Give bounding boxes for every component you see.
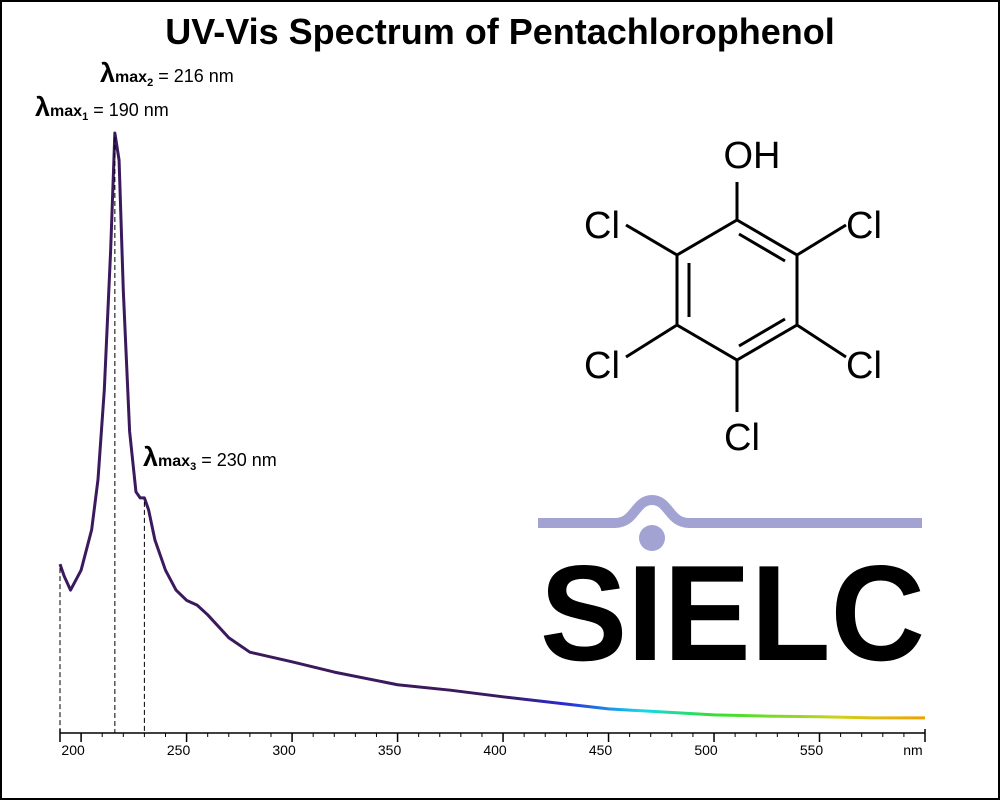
x-tick-label: 250	[167, 742, 191, 758]
structure	[625, 182, 847, 412]
lambda-sub: max	[50, 103, 82, 120]
bond	[796, 323, 847, 359]
double-bond	[738, 232, 786, 263]
bond	[625, 223, 678, 257]
atom-label: Cl	[846, 205, 882, 247]
peak-label: λmax3 = 230 nm	[143, 442, 277, 473]
x-tick-label: 550	[800, 742, 824, 758]
peak-value: = 190 nm	[88, 100, 169, 120]
peak-label: λmax2 = 216 nm	[100, 58, 234, 89]
logo-dot	[639, 525, 665, 551]
x-axis-label: nm	[903, 742, 922, 758]
lambda: λ	[35, 92, 50, 122]
peak-label: λmax1 = 190 nm	[35, 92, 169, 123]
x-tick-label: 350	[378, 742, 402, 758]
atom-label: Cl	[584, 205, 620, 247]
x-tick-label: 400	[483, 742, 507, 758]
bond	[625, 323, 678, 359]
chart-title: UV-Vis Spectrum of Pentachlorophenol	[165, 11, 834, 52]
double-bond	[738, 317, 786, 348]
x-tick-label: 500	[694, 742, 718, 758]
logo-band	[538, 494, 922, 528]
bond	[796, 223, 847, 257]
lambda-index: 1	[82, 111, 88, 123]
x-tick-label: 450	[589, 742, 613, 758]
logo-text: SIELC	[540, 537, 925, 689]
structure-labels: OH Cl Cl Cl Cl Cl	[584, 135, 882, 459]
atom-label: Cl	[724, 417, 760, 459]
lambda-index: 3	[190, 461, 196, 473]
lambda-sub: max	[115, 69, 147, 86]
logo: SIELC	[538, 494, 925, 689]
lambda: λ	[143, 442, 158, 472]
lambda-sub: max	[158, 453, 190, 470]
lambda: λ	[100, 58, 115, 88]
atom-label: Cl	[584, 345, 620, 387]
spectrum-line	[58, 131, 925, 720]
atom-label: Cl	[846, 345, 882, 387]
peak-value: = 216 nm	[153, 66, 234, 86]
x-tick-label: 200	[61, 742, 85, 758]
x-tick-label: 300	[272, 742, 296, 758]
lambda-index: 2	[147, 77, 153, 89]
atom-label: OH	[724, 135, 781, 177]
peak-value: = 230 nm	[196, 450, 277, 470]
